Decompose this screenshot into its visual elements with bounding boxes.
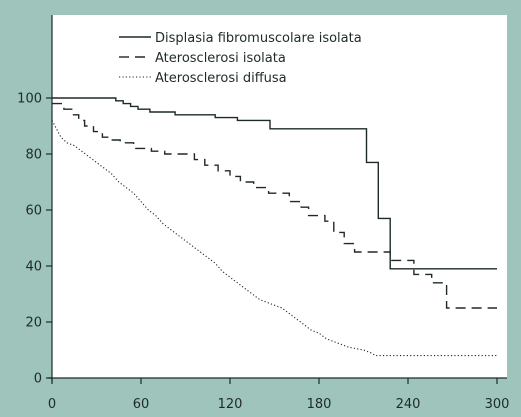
y-tick-label: 40: [25, 260, 42, 275]
y-tick-label: 100: [17, 92, 42, 107]
y-tick-label: 20: [25, 316, 42, 331]
legend-label-2: Aterosclerosi isolata: [155, 51, 286, 66]
series-line-3: [51, 120, 497, 357]
x-tick-label: 60: [133, 397, 150, 412]
y-tick-label: 0: [34, 372, 42, 387]
y-tick-label: 60: [25, 204, 42, 219]
x-tick-label: 0: [48, 397, 56, 412]
series-line-2: [52, 102, 497, 309]
x-tick-label: 300: [485, 397, 510, 412]
legend-label-3: Aterosclerosi diffusa: [155, 71, 287, 86]
legend-label-1: Displasia fibromuscolare isolata: [155, 31, 362, 46]
series-line-1: [52, 97, 497, 270]
legend: Displasia fibromuscolare isolata Ateroscl…: [119, 31, 362, 86]
x-tick-label: 240: [396, 397, 421, 412]
x-tick-label: 120: [218, 397, 243, 412]
plot-area: [52, 15, 507, 378]
series-group: [51, 97, 497, 357]
y-tick-label: 80: [25, 148, 42, 163]
axes: 0 60 120 180 240 300 0 20 40 60 80 100: [17, 15, 509, 412]
x-tick-label: 180: [307, 397, 332, 412]
